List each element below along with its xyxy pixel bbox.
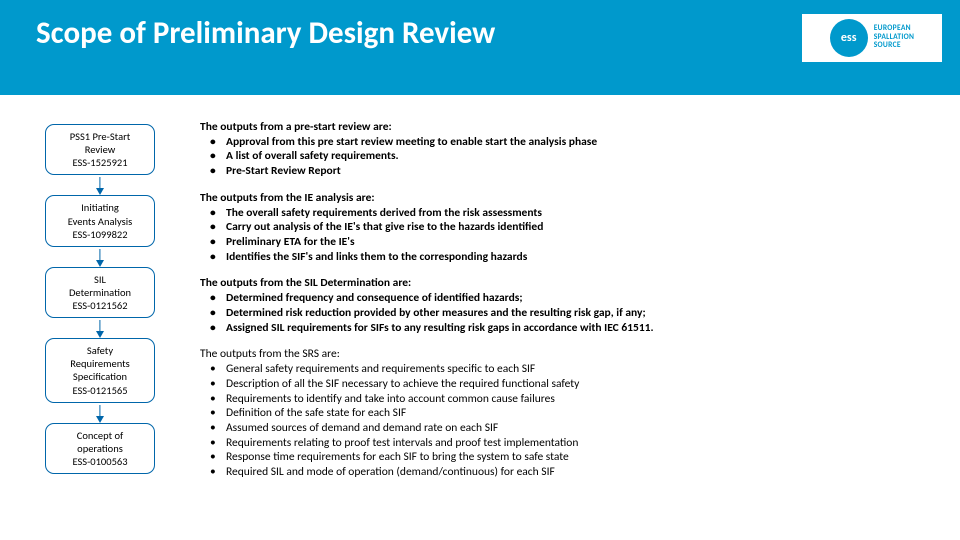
block-heading: The outputs from a pre-start review are: <box>200 120 940 135</box>
flow-box-line: Review <box>50 143 150 156</box>
block-list: Determined frequency and consequence of … <box>200 291 940 335</box>
flowchart-column: PSS1 Pre-StartReviewESS-1525921 Initiatin… <box>0 120 200 480</box>
block-list: Approval from this pre start review meet… <box>200 135 940 179</box>
flow-box-line: ESS-0121565 <box>50 384 150 397</box>
list-item: Identifies the SIF's and links them to t… <box>200 250 940 265</box>
flow-box: SILDeterminationESS-0121562 <box>45 267 155 318</box>
flow-box-line: Specification <box>50 370 150 383</box>
list-item: Carry out analysis of the IE's that give… <box>200 220 940 235</box>
list-item: Definition of the safe state for each SI… <box>200 406 940 421</box>
block-heading: The outputs from the IE analysis are: <box>200 191 940 206</box>
output-block: The outputs from the SIL Determination a… <box>200 276 940 335</box>
list-item: The overall safety requirements derived … <box>200 206 940 221</box>
list-item: Pre-Start Review Report <box>200 164 940 179</box>
flow-box-line: Determination <box>50 286 150 299</box>
output-block: The outputs from the SRS are:General saf… <box>200 347 940 479</box>
header-bar: Scope of Preliminary Design Review ess E… <box>0 0 960 95</box>
flow-arrow-icon <box>96 247 104 267</box>
list-item: Requirements relating to proof test inte… <box>200 436 940 451</box>
page-title: Scope of Preliminary Design Review <box>0 0 495 52</box>
flow-box-line: ESS-1525921 <box>50 156 150 169</box>
block-heading: The outputs from the SIL Determination a… <box>200 276 940 291</box>
list-item: Approval from this pre start review meet… <box>200 135 940 150</box>
list-item: Description of all the SIF necessary to … <box>200 377 940 392</box>
flow-box: SafetyRequirementsSpecificationESS-01215… <box>45 338 155 403</box>
list-item: General safety requirements and requirem… <box>200 362 940 377</box>
flow-arrow-icon <box>96 318 104 338</box>
content-area: PSS1 Pre-StartReviewESS-1525921 Initiatin… <box>0 120 960 480</box>
flow-box-line: Safety <box>50 344 150 357</box>
list-item: Response time requirements for each SIF … <box>200 450 940 465</box>
logo-text: EUROPEAN SPALLATION SOURCE <box>874 25 915 51</box>
flow-arrow-icon <box>96 403 104 423</box>
ess-logo: ess EUROPEAN SPALLATION SOURCE <box>802 14 942 62</box>
flow-box-line: SIL <box>50 273 150 286</box>
list-item: Assigned SIL requirements for SIFs to an… <box>200 321 940 336</box>
flow-box-line: Events Analysis <box>50 215 150 228</box>
list-item: Requirements to identify and take into a… <box>200 392 940 407</box>
flow-box: Concept ofoperationsESS-0100563 <box>45 423 155 474</box>
flow-box-line: PSS1 Pre-Start <box>50 130 150 143</box>
flow-box-line: Initiating <box>50 201 150 214</box>
flow-box-line: operations <box>50 442 150 455</box>
list-item: Determined risk reduction provided by ot… <box>200 306 940 321</box>
flow-arrow-icon <box>96 175 104 195</box>
list-item: Assumed sources of demand and demand rat… <box>200 421 940 436</box>
list-item: A list of overall safety requirements. <box>200 149 940 164</box>
flow-box-line: ESS-0121562 <box>50 299 150 312</box>
block-list: The overall safety requirements derived … <box>200 206 940 265</box>
logo-text-line: SOURCE <box>874 42 915 51</box>
flow-box-line: ESS-0100563 <box>50 455 150 468</box>
list-item: Preliminary ETA for the IE's <box>200 235 940 250</box>
output-block: The outputs from a pre-start review are:… <box>200 120 940 179</box>
flow-box-line: ESS-1099822 <box>50 228 150 241</box>
block-list: General safety requirements and requirem… <box>200 362 940 480</box>
output-block: The outputs from the IE analysis are:The… <box>200 191 940 265</box>
flow-box-line: Requirements <box>50 357 150 370</box>
list-item: Determined frequency and consequence of … <box>200 291 940 306</box>
logo-mark-icon: ess <box>830 19 868 57</box>
text-column: The outputs from a pre-start review are:… <box>200 120 960 480</box>
flow-box: PSS1 Pre-StartReviewESS-1525921 <box>45 124 155 175</box>
block-heading: The outputs from the SRS are: <box>200 347 940 362</box>
flow-box: InitiatingEvents AnalysisESS-1099822 <box>45 195 155 246</box>
list-item: Required SIL and mode of operation (dema… <box>200 465 940 480</box>
flow-box-line: Concept of <box>50 429 150 442</box>
